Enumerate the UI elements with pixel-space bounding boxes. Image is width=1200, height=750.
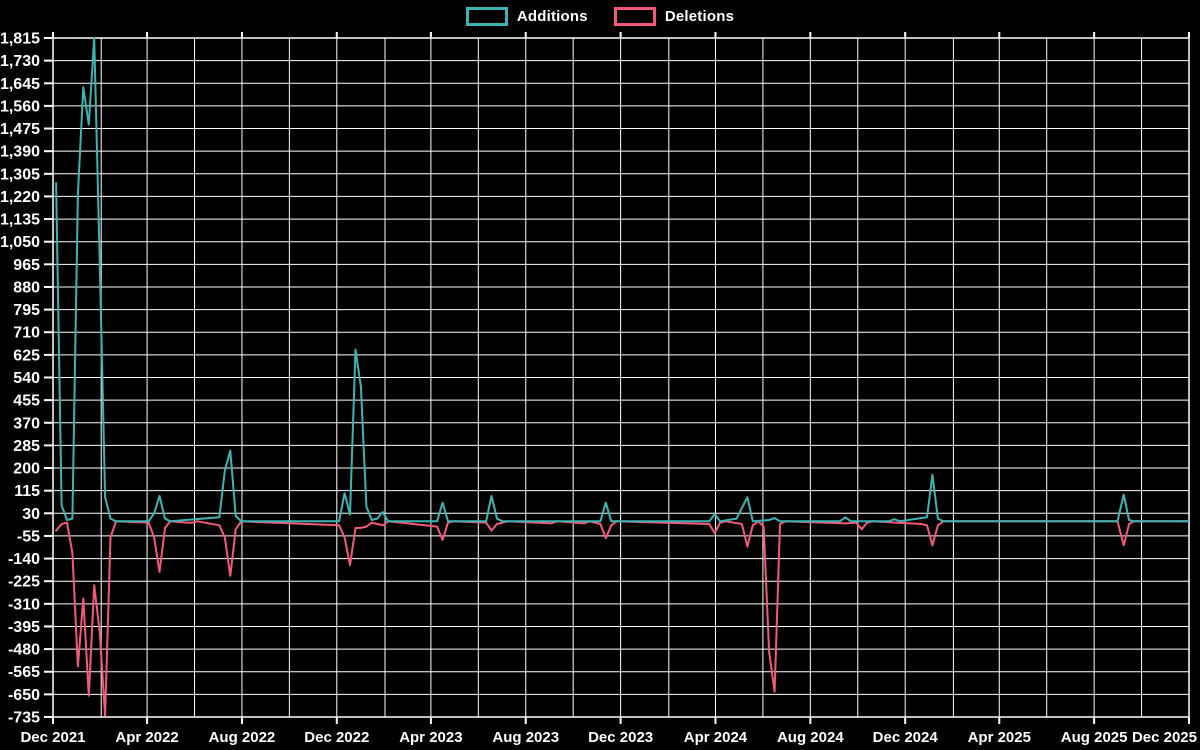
x-gridlines-and-labels: Dec 2021 Apr 2022 Aug 2022 Dec 2022 Apr 2023…: [20, 32, 1197, 746]
svg-text:-140: -140: [8, 551, 40, 568]
svg-text:1,135: 1,135: [0, 212, 40, 229]
svg-text:1,390: 1,390: [0, 144, 40, 161]
svg-text:370: 370: [13, 415, 40, 432]
svg-text:Apr 2022: Apr 2022: [115, 729, 178, 746]
svg-text:Aug 2024: Aug 2024: [777, 729, 844, 746]
svg-text:30: 30: [22, 506, 40, 523]
svg-text:965: 965: [13, 257, 40, 274]
svg-text:115: 115: [14, 483, 40, 500]
svg-text:Dec 2022: Dec 2022: [304, 729, 369, 746]
chart-legend: Additions Deletions: [0, 7, 1200, 26]
svg-text:Dec 2023: Dec 2023: [588, 729, 653, 746]
additions-swatch-icon: [465, 7, 508, 26]
svg-text:710: 710: [13, 325, 40, 342]
svg-text:-735: -735: [8, 710, 40, 727]
legend-item-additions[interactable]: Additions: [465, 7, 588, 26]
deletions-swatch-icon: [613, 7, 656, 26]
svg-text:1,305: 1,305: [0, 166, 40, 183]
svg-text:1,050: 1,050: [0, 234, 40, 251]
svg-text:1,560: 1,560: [0, 98, 40, 115]
additions-line: [55, 37, 1190, 523]
svg-text:Aug 2022: Aug 2022: [209, 729, 276, 746]
svg-text:1,220: 1,220: [0, 189, 40, 206]
svg-text:Aug 2025: Aug 2025: [1061, 729, 1128, 746]
deletions-line: [55, 520, 1190, 717]
legend-label-additions: Additions: [516, 8, 588, 25]
svg-text:625: 625: [13, 347, 40, 364]
svg-text:200: 200: [13, 461, 40, 478]
svg-text:Dec 2025: Dec 2025: [1132, 729, 1197, 746]
svg-text:Dec 2021: Dec 2021: [20, 729, 85, 746]
svg-text:-565: -565: [8, 664, 40, 681]
svg-text:-650: -650: [8, 687, 40, 704]
svg-text:Dec 2024: Dec 2024: [873, 729, 939, 746]
svg-text:-225: -225: [8, 574, 40, 591]
svg-text:540: 540: [13, 370, 40, 387]
svg-text:1,645: 1,645: [0, 76, 40, 93]
svg-text:Aug 2023: Aug 2023: [492, 729, 559, 746]
svg-text:-310: -310: [8, 596, 40, 613]
svg-text:1,815: 1,815: [0, 31, 40, 48]
svg-text:880: 880: [13, 279, 40, 296]
svg-text:Apr 2024: Apr 2024: [684, 729, 748, 746]
svg-text:1,730: 1,730: [0, 53, 40, 70]
svg-text:-480: -480: [8, 642, 40, 659]
legend-label-deletions: Deletions: [664, 8, 735, 25]
svg-text:455: 455: [13, 393, 40, 410]
svg-text:795: 795: [13, 302, 40, 319]
legend-item-deletions[interactable]: Deletions: [613, 7, 735, 26]
svg-text:-55: -55: [17, 528, 40, 545]
y-gridlines-and-labels: 1,815 1,730 1,645 1,560 1,475 1,390 1,305 1,220…: [0, 31, 1189, 727]
svg-text:1,475: 1,475: [0, 121, 40, 138]
svg-text:285: 285: [13, 438, 40, 455]
plot-border: [52, 37, 1190, 718]
svg-text:Apr 2025: Apr 2025: [968, 729, 1031, 746]
svg-text:Apr 2023: Apr 2023: [399, 729, 462, 746]
svg-text:-395: -395: [8, 619, 40, 636]
